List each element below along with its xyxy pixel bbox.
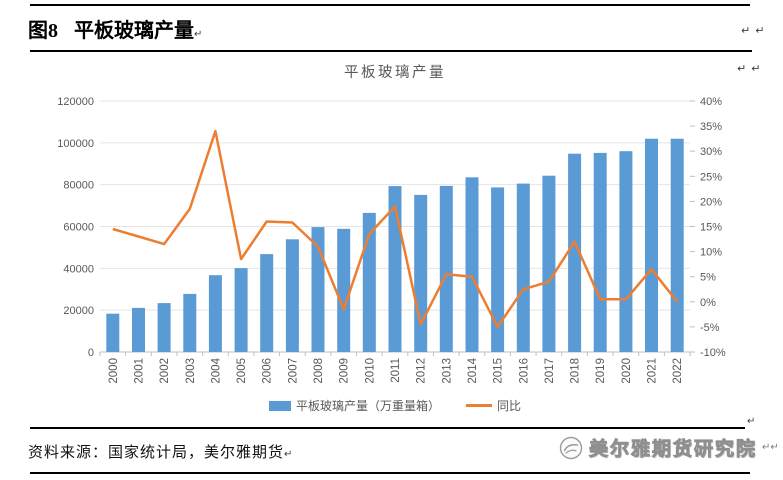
company-watermark: 美尔雅期货研究院 ↵↵ bbox=[558, 434, 779, 461]
x-axis-label: 2004 bbox=[210, 357, 222, 383]
x-axis-label: 2013 bbox=[441, 358, 453, 384]
right-axis-label: 25% bbox=[700, 171, 722, 183]
x-axis-label: 2019 bbox=[595, 358, 607, 384]
x-axis-label: 2021 bbox=[647, 358, 659, 384]
right-axis-label: 5% bbox=[700, 272, 716, 284]
right-axis-label: -10% bbox=[700, 347, 726, 359]
bar-2010 bbox=[362, 212, 376, 352]
left-axis-label: 80000 bbox=[63, 180, 94, 192]
right-axis-label: 0% bbox=[700, 297, 716, 309]
right-axis-label: 40% bbox=[700, 96, 722, 108]
bar-series-swatch bbox=[268, 400, 291, 411]
paragraph-marks: ↵↵ bbox=[741, 24, 770, 37]
x-axis-label: 2010 bbox=[364, 358, 376, 384]
top-rule bbox=[30, 4, 750, 6]
bottom-rule bbox=[30, 472, 750, 474]
x-axis-label: 2018 bbox=[570, 358, 582, 384]
x-axis-label: 2002 bbox=[159, 358, 171, 384]
x-axis-label: 2020 bbox=[621, 358, 633, 384]
x-axis-label: 2000 bbox=[108, 358, 120, 384]
bar-2016 bbox=[516, 183, 530, 352]
bar-2001 bbox=[132, 307, 145, 352]
bar-2004 bbox=[208, 275, 222, 352]
bar-2007 bbox=[285, 239, 299, 352]
bar-2013 bbox=[439, 185, 453, 352]
bar-2006 bbox=[260, 254, 274, 352]
figure-number: 图8 bbox=[28, 20, 58, 42]
chart-title: 平板玻璃产量 bbox=[344, 65, 446, 81]
chart-legend: 平板玻璃产量（万重量箱） 同比 bbox=[100, 397, 690, 414]
bar-2008 bbox=[311, 227, 325, 352]
bar-2012 bbox=[414, 194, 428, 352]
flat-glass-production-chart: 0 20000 40000 60000 80000 100000 120000 -10% -5%… bbox=[57, 96, 726, 384]
figure-caption: 图8 平板玻璃产量↵ bbox=[28, 14, 202, 43]
right-axis-label: 20% bbox=[700, 196, 722, 208]
source-top-rule bbox=[30, 427, 745, 429]
bar-2014 bbox=[465, 177, 479, 352]
x-axis-label: 2005 bbox=[236, 358, 248, 384]
x-axis-label: 2007 bbox=[287, 358, 299, 384]
right-axis-label: 10% bbox=[700, 247, 722, 259]
right-axis-label: 30% bbox=[700, 146, 722, 158]
swirl-circle-icon bbox=[559, 436, 583, 459]
paragraph-mark: ↵ bbox=[194, 29, 203, 40]
bar-2002 bbox=[157, 303, 171, 352]
x-axis-label: 2001 bbox=[133, 358, 145, 384]
yoy-line bbox=[112, 129, 679, 329]
bar-2011 bbox=[388, 186, 402, 352]
left-axis-label: 0 bbox=[88, 347, 94, 359]
x-axis-label: 2009 bbox=[339, 358, 351, 384]
x-axis-label: 2012 bbox=[416, 358, 428, 384]
legend-item-production: 平板玻璃产量（万重量箱） bbox=[268, 397, 440, 414]
right-axis-label: -5% bbox=[700, 322, 720, 334]
x-axis-label: 2006 bbox=[262, 358, 274, 384]
right-axis-label: 35% bbox=[700, 121, 722, 133]
bar-2000 bbox=[106, 313, 120, 352]
bar-2018 bbox=[568, 153, 582, 352]
watermark-text: 美尔雅期货研究院 bbox=[589, 439, 758, 461]
bar-2019 bbox=[593, 152, 607, 352]
x-axis-label: 2003 bbox=[185, 358, 197, 384]
left-axis-label: 40000 bbox=[63, 263, 94, 275]
bar-2009 bbox=[337, 228, 351, 352]
left-axis-label: 60000 bbox=[63, 222, 94, 234]
left-axis-label: 20000 bbox=[63, 305, 94, 317]
bar-2020 bbox=[619, 151, 633, 352]
right-axis-label: 15% bbox=[700, 222, 722, 234]
legend-label-yoy: 同比 bbox=[497, 399, 522, 413]
x-axis-label: 2008 bbox=[313, 358, 325, 384]
bar-2017 bbox=[542, 175, 556, 352]
paragraph-mark: ↵ bbox=[284, 449, 294, 460]
bar-2022 bbox=[670, 138, 684, 352]
data-source-note: 资料来源：国家统计局，美尔雅期货↵ bbox=[28, 445, 294, 461]
caption-bottom-rule bbox=[30, 50, 752, 52]
bar-2021 bbox=[645, 138, 658, 352]
x-axis-label: 2011 bbox=[390, 358, 402, 383]
x-axis-label: 2014 bbox=[467, 357, 479, 383]
legend-item-yoy: 同比 bbox=[466, 397, 521, 414]
x-axis-label: 2017 bbox=[544, 358, 556, 384]
left-axis-label: 100000 bbox=[57, 138, 94, 150]
x-axis-label: 2015 bbox=[493, 358, 505, 384]
line-series-swatch bbox=[466, 404, 492, 407]
legend-label-production: 平板玻璃产量（万重量箱） bbox=[295, 399, 440, 413]
bar-2005 bbox=[234, 268, 248, 352]
bar-2015 bbox=[491, 187, 505, 352]
paragraph-mark: ↵ bbox=[747, 416, 761, 427]
x-axis-label: 2016 bbox=[518, 358, 530, 384]
paragraph-marks: ↵↵ bbox=[762, 442, 779, 453]
left-axis-label: 120000 bbox=[57, 96, 94, 108]
bar-2003 bbox=[183, 293, 197, 352]
x-axis-label: 2022 bbox=[672, 358, 684, 384]
paragraph-marks: ↵↵ bbox=[737, 62, 766, 75]
figure-title-text: 平板玻璃产量 bbox=[74, 20, 194, 42]
